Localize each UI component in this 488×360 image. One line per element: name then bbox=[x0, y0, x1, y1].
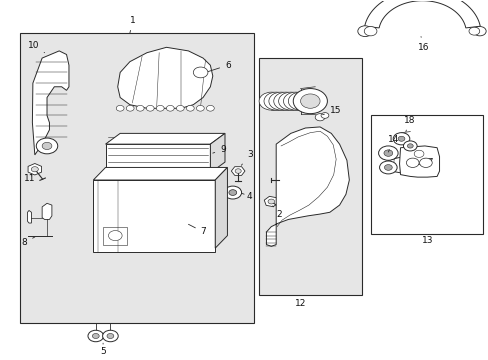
Text: 12: 12 bbox=[294, 299, 305, 308]
Polygon shape bbox=[364, 0, 479, 28]
Polygon shape bbox=[93, 167, 227, 180]
Circle shape bbox=[193, 67, 207, 78]
Circle shape bbox=[384, 165, 391, 170]
Polygon shape bbox=[264, 196, 278, 207]
Text: 3: 3 bbox=[241, 150, 252, 165]
Bar bbox=[93, 180, 215, 252]
Circle shape bbox=[31, 167, 38, 172]
Text: 14: 14 bbox=[387, 135, 399, 152]
Circle shape bbox=[102, 330, 118, 342]
Circle shape bbox=[146, 105, 154, 111]
Polygon shape bbox=[118, 47, 212, 108]
Polygon shape bbox=[399, 146, 439, 177]
Circle shape bbox=[321, 113, 328, 118]
Circle shape bbox=[288, 92, 312, 110]
Circle shape bbox=[224, 186, 241, 199]
Circle shape bbox=[472, 27, 485, 36]
Circle shape bbox=[364, 27, 376, 36]
Circle shape bbox=[283, 92, 307, 110]
Circle shape bbox=[166, 105, 174, 111]
Bar bbox=[370, 116, 483, 234]
Circle shape bbox=[196, 105, 204, 111]
Text: 2: 2 bbox=[272, 206, 281, 219]
Circle shape bbox=[156, 105, 164, 111]
Circle shape bbox=[378, 146, 397, 160]
Circle shape bbox=[176, 105, 184, 111]
Text: 9: 9 bbox=[212, 145, 225, 154]
Circle shape bbox=[259, 92, 283, 110]
Circle shape bbox=[268, 92, 293, 110]
Text: 17: 17 bbox=[417, 158, 433, 167]
Circle shape bbox=[392, 133, 409, 145]
Circle shape bbox=[116, 105, 124, 111]
Circle shape bbox=[278, 92, 303, 110]
Text: 8: 8 bbox=[21, 237, 35, 247]
Circle shape bbox=[186, 105, 194, 111]
Text: 15: 15 bbox=[322, 106, 341, 115]
Circle shape bbox=[235, 169, 241, 173]
Circle shape bbox=[136, 105, 144, 111]
Text: 10: 10 bbox=[27, 41, 44, 53]
Bar bbox=[259, 58, 361, 295]
Circle shape bbox=[42, 142, 52, 149]
Circle shape bbox=[92, 333, 99, 338]
Circle shape bbox=[107, 333, 114, 338]
Text: 6: 6 bbox=[208, 61, 230, 72]
Text: 5: 5 bbox=[100, 343, 106, 356]
Circle shape bbox=[206, 105, 214, 111]
Polygon shape bbox=[215, 167, 227, 248]
Circle shape bbox=[413, 150, 423, 157]
Text: 7: 7 bbox=[188, 224, 206, 237]
Polygon shape bbox=[266, 127, 348, 246]
Polygon shape bbox=[386, 156, 417, 173]
Text: 1: 1 bbox=[130, 16, 135, 33]
Circle shape bbox=[267, 199, 274, 204]
Polygon shape bbox=[42, 203, 52, 220]
Text: 18: 18 bbox=[403, 116, 414, 132]
Circle shape bbox=[403, 141, 416, 151]
Text: 16: 16 bbox=[417, 37, 428, 52]
Circle shape bbox=[264, 92, 288, 110]
Circle shape bbox=[315, 114, 325, 121]
Circle shape bbox=[88, 330, 103, 342]
Bar bbox=[105, 144, 210, 173]
Bar bbox=[20, 33, 254, 323]
Circle shape bbox=[357, 26, 372, 37]
Circle shape bbox=[293, 89, 327, 114]
Circle shape bbox=[36, 138, 58, 154]
Circle shape bbox=[273, 92, 298, 110]
Circle shape bbox=[379, 161, 396, 174]
Circle shape bbox=[126, 105, 134, 111]
Circle shape bbox=[406, 158, 418, 167]
Circle shape bbox=[108, 230, 122, 240]
Circle shape bbox=[300, 94, 320, 108]
Polygon shape bbox=[231, 167, 244, 175]
Text: 13: 13 bbox=[421, 237, 432, 246]
Bar bbox=[103, 226, 127, 244]
Text: 11: 11 bbox=[24, 174, 36, 183]
Polygon shape bbox=[105, 134, 224, 144]
Polygon shape bbox=[32, 51, 69, 155]
Polygon shape bbox=[210, 134, 224, 173]
Text: 4: 4 bbox=[241, 192, 252, 201]
Circle shape bbox=[228, 190, 236, 195]
Circle shape bbox=[468, 27, 479, 35]
Circle shape bbox=[407, 144, 412, 148]
Circle shape bbox=[397, 136, 404, 141]
Polygon shape bbox=[28, 163, 41, 175]
Circle shape bbox=[419, 158, 431, 167]
Polygon shape bbox=[27, 211, 31, 223]
Circle shape bbox=[383, 150, 392, 156]
